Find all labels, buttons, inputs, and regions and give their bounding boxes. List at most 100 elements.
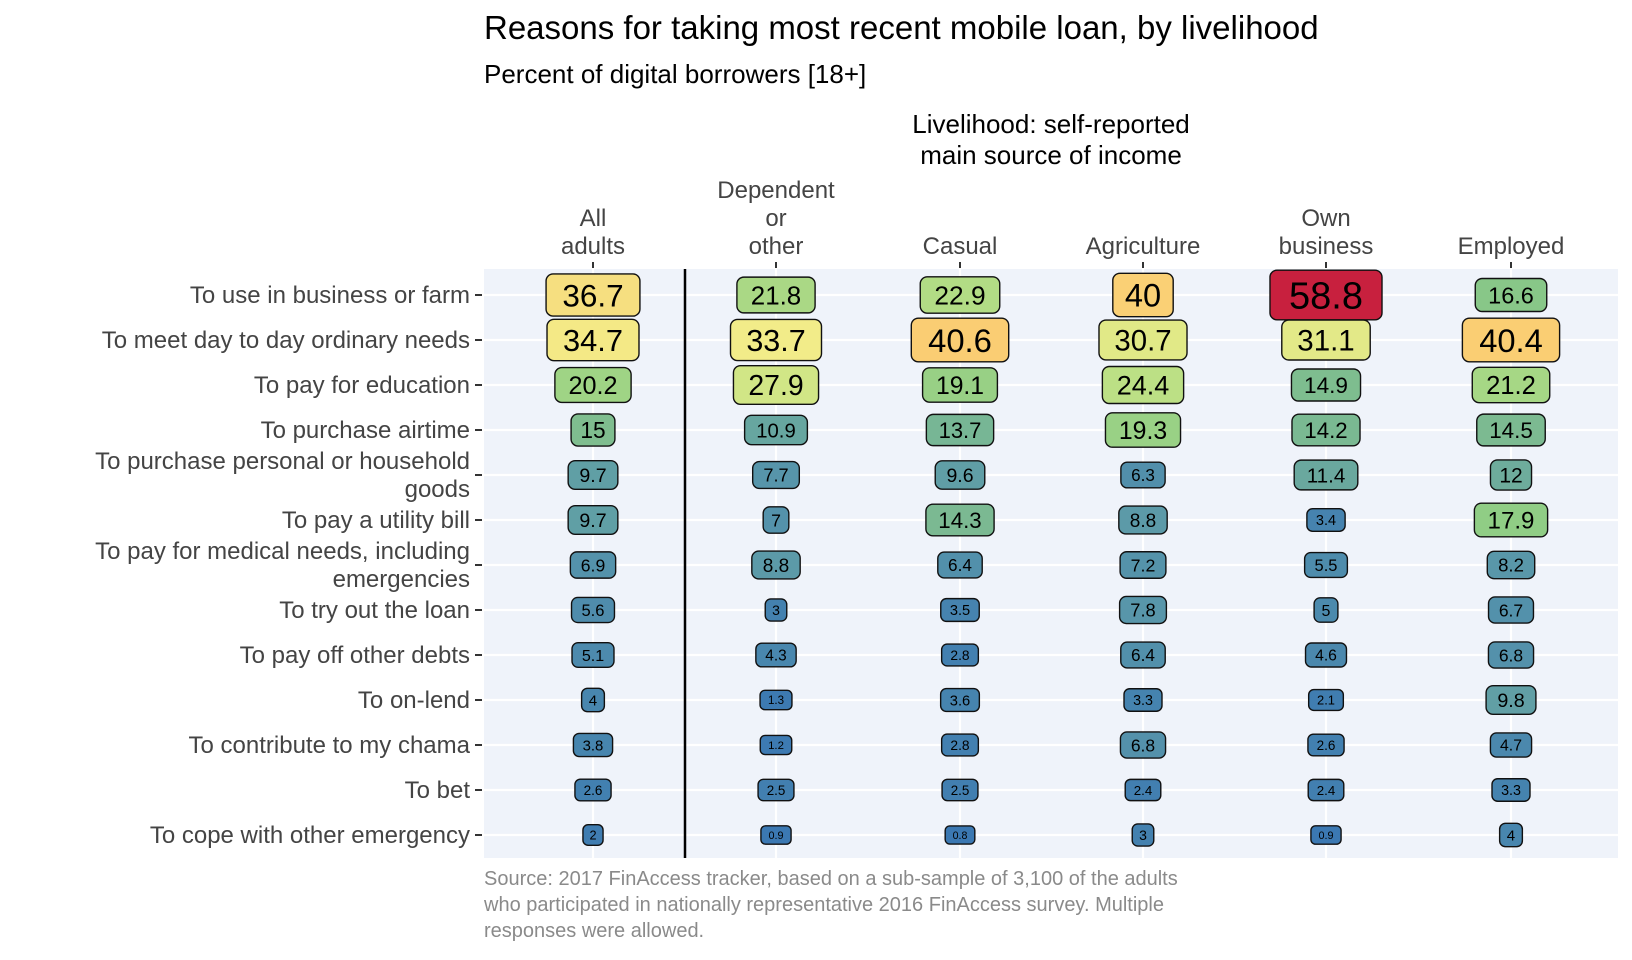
cell-value: 27.9 [748, 370, 803, 402]
cell-label-box [1306, 507, 1346, 533]
cell-label-box [910, 317, 1010, 363]
cell-label-box [757, 778, 795, 802]
cell-label-box [554, 366, 632, 404]
cell-value: 0.9 [768, 830, 783, 842]
cell-value: 14.3 [938, 508, 981, 533]
cell-label-box [1304, 642, 1348, 668]
cell-value: 3.3 [1133, 693, 1153, 709]
cell-label-box [941, 778, 979, 802]
table-cell: 2.5 [941, 778, 979, 802]
table-cell: 1.2 [759, 734, 793, 756]
cell-value: 4.6 [1315, 648, 1337, 665]
cell-value: 33.7 [746, 324, 805, 358]
cell-label-box [736, 276, 816, 314]
cell-value: 7.7 [763, 466, 788, 486]
table-cell: 3.3 [1491, 778, 1531, 802]
cell-label-box [572, 732, 614, 758]
row-label: To purchase personal or household [95, 448, 470, 475]
cell-value: 19.1 [936, 373, 984, 400]
cell-value: 4.3 [765, 648, 786, 665]
cell-label-box [545, 273, 641, 317]
row-label: To use in business or farm [190, 282, 470, 309]
cell-value: 5.6 [581, 601, 604, 620]
cell-value: 14.2 [1304, 418, 1347, 443]
cell-value: 9.8 [1497, 690, 1524, 712]
table-cell: 40.6 [910, 317, 1010, 363]
cell-label-box [567, 460, 619, 490]
table-cell: 24.4 [1101, 365, 1185, 405]
cell-label-box [939, 687, 981, 713]
table-cell: 14.5 [1476, 413, 1546, 447]
cell-value: 6.7 [1499, 600, 1523, 620]
cell-value: 8.2 [1498, 555, 1524, 576]
cell-value: 5.1 [582, 647, 604, 665]
cell-value: 2.5 [767, 783, 786, 798]
table-cell: 8.8 [1118, 505, 1168, 535]
cell-value: 6.4 [948, 555, 972, 575]
cell-label-box [759, 689, 793, 711]
group-title-line: Livelihood: self-reported [912, 109, 1190, 139]
table-cell: 7.2 [1119, 551, 1167, 579]
table-cell: 0.9 [1310, 825, 1342, 845]
table-cell: 30.7 [1098, 319, 1188, 361]
row-label: emergencies [333, 566, 470, 593]
cell-label-box [1120, 461, 1166, 489]
table-cell: 21.2 [1471, 366, 1551, 404]
cell-label-box [764, 598, 788, 622]
cell-label-box [1303, 551, 1349, 579]
cell-label-box [1131, 823, 1155, 847]
caption-line: responses were allowed. [484, 920, 704, 942]
table-cell: 3.4 [1306, 507, 1346, 533]
table-cell: 14.9 [1290, 368, 1362, 402]
cell-label-box [1307, 688, 1345, 712]
cell-value: 8.8 [1130, 511, 1156, 532]
table-cell: 11.4 [1293, 459, 1359, 491]
plot-panel [484, 269, 1618, 858]
cell-label-box [1498, 822, 1524, 848]
cell-label-box [729, 318, 823, 362]
table-cell: 19.3 [1104, 412, 1182, 448]
cell-value: 4.7 [1500, 738, 1522, 755]
cell-label-box [944, 825, 976, 845]
cell-value: 3.4 [1316, 513, 1336, 529]
cell-value: 3.8 [583, 738, 604, 754]
table-cell: 6.8 [1487, 641, 1535, 669]
column-label: Casual [923, 233, 998, 260]
cell-label-box [1473, 502, 1549, 538]
cell-label-box [1476, 413, 1546, 447]
cell-value: 7.2 [1131, 555, 1156, 575]
table-cell: 17.9 [1473, 502, 1549, 538]
cell-label-box [940, 597, 980, 623]
column-label: business [1279, 233, 1374, 260]
cell-value: 0.9 [1318, 830, 1333, 842]
cell-label-box [940, 733, 980, 757]
cell-label-box [1098, 319, 1188, 361]
cell-label-box [1291, 413, 1361, 447]
cell-label-box [571, 642, 615, 668]
cell-label-box [925, 503, 995, 537]
cell-value: 9.7 [579, 510, 606, 532]
cell-value: 7.8 [1130, 600, 1155, 621]
table-cell: 40.4 [1461, 317, 1561, 363]
cell-value: 58.8 [1289, 276, 1363, 318]
table-cell: 12 [1489, 459, 1533, 491]
cell-label-box [1489, 732, 1533, 758]
cell-value: 2.8 [950, 738, 970, 753]
table-cell: 6.8 [1119, 731, 1167, 759]
table-cell: 21.8 [736, 276, 816, 314]
table-cell: 22.9 [919, 276, 1001, 314]
cell-label-box [934, 460, 986, 490]
cell-value: 6.8 [1499, 645, 1523, 665]
cell-label-box [580, 687, 606, 713]
cell-label-box [1307, 778, 1345, 802]
cell-label-box [567, 505, 619, 535]
row-label: To purchase airtime [261, 417, 470, 444]
row-label: To bet [405, 777, 471, 804]
table-cell: 5.1 [571, 642, 615, 668]
cell-value: 40.4 [1479, 322, 1543, 359]
table-cell: 14.3 [925, 503, 995, 537]
table-cell: 5.6 [570, 596, 616, 624]
cell-value: 3.5 [950, 603, 970, 619]
table-cell: 2.8 [940, 643, 980, 667]
cell-value: 2.8 [950, 648, 970, 663]
